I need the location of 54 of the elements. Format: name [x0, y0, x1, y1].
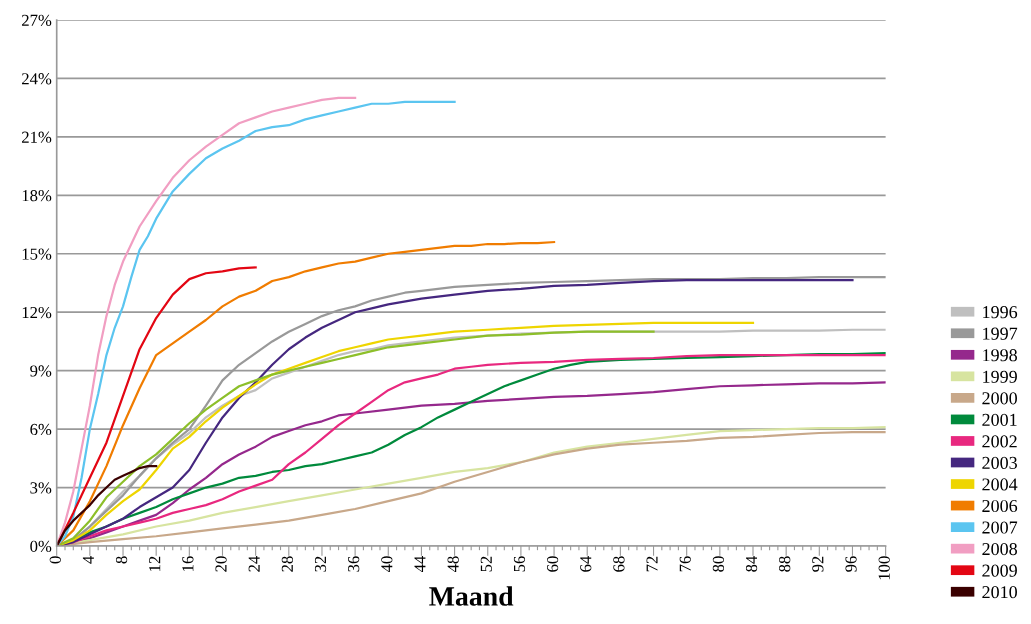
y-tick-label: 12% [22, 306, 52, 319]
line-series [56, 465, 158, 546]
legend-label: 1999 [983, 370, 1017, 383]
x-tick-label: 60 [546, 556, 559, 572]
y-tick-label: 9% [30, 365, 52, 377]
y-tick-label: 18% [22, 190, 52, 202]
x-tick-label: 52 [480, 556, 492, 572]
x-tick-label: 36 [348, 556, 360, 572]
y-tick-label: 27% [22, 14, 52, 26]
x-tick-label: 40 [381, 556, 393, 573]
x-tick-label: 100 [878, 556, 890, 580]
x-tick-label: 56 [513, 556, 526, 572]
y-tick-label: 3% [30, 482, 52, 494]
x-tick-label: 0 [49, 556, 61, 564]
x-tick-label: 72 [646, 556, 658, 572]
y-tick-label: 24% [22, 73, 52, 85]
legend-label: 2010 [982, 586, 1017, 599]
x-tick-label: 20 [215, 556, 227, 572]
x-tick-label: 48 [447, 556, 459, 573]
y-tick-label: 15% [22, 248, 52, 260]
x-tick-label: 28 [281, 556, 293, 572]
legend-label: 2008 [982, 542, 1017, 556]
legend-label: 2002 [982, 435, 1017, 448]
x-tick-label: 12 [149, 556, 161, 571]
legend-label: 2000 [982, 392, 1017, 405]
legend-label: 2007 [982, 521, 1018, 534]
legend-label: 2009 [982, 564, 1017, 577]
x-tick-label: 96 [845, 556, 857, 572]
y-tick-label: 0% [30, 540, 52, 552]
legend-label: 2001 [982, 413, 1017, 426]
legend-label: 1998 [983, 349, 1017, 362]
x-axis-title: Maand [429, 586, 514, 606]
x-tick-label: 68 [613, 556, 625, 572]
y-tick-label: 21% [22, 131, 52, 143]
x-tick-label: 16 [182, 556, 194, 571]
x-tick-label: 84 [745, 555, 758, 572]
x-tick-label: 44 [414, 555, 426, 573]
x-tick-label: 80 [712, 556, 725, 572]
x-tick-label: 92 [812, 556, 824, 572]
legend-label: 1997 [983, 327, 1018, 340]
y-tick-label: 6% [30, 423, 52, 436]
x-tick-label: 88 [779, 556, 791, 572]
legend-label: 2004 [982, 478, 1018, 491]
legend-label: 1996 [983, 306, 1018, 319]
line-series [56, 100, 456, 546]
x-tick-label: 32 [314, 556, 327, 572]
legend-label: 2006 [982, 499, 1018, 513]
x-tick-label: 24 [248, 555, 260, 572]
x-tick-label: 64 [580, 555, 592, 572]
x-tick-label: 76 [679, 556, 691, 572]
legend-label: 2003 [982, 456, 1017, 469]
line-series [56, 240, 556, 546]
x-tick-label: 8 [115, 556, 128, 564]
x-tick-label: 4 [82, 555, 94, 564]
